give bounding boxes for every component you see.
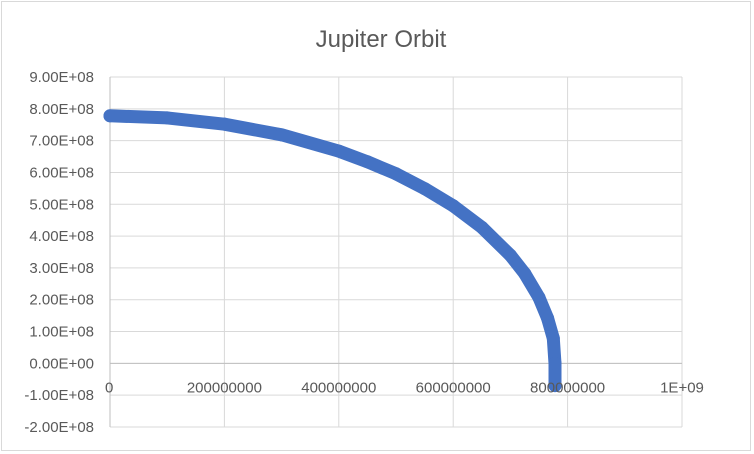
y-tick-label: 5.00E+08 [29,196,94,213]
orbit-point [503,248,517,262]
y-tick-label: 1.00E+08 [29,324,94,341]
y-tick-label: 4.00E+08 [29,228,94,245]
orbit-line [103,109,562,393]
x-tick-label: 600000000 [416,379,491,396]
y-tick-label: 0.00E+00 [29,355,94,372]
orbit-point [518,267,532,281]
orbit-point [389,167,403,181]
y-tick-label: 3.00E+08 [29,260,94,277]
orbit-point [532,291,546,305]
orbit-point [546,331,560,345]
orbit-point [103,109,117,123]
y-tick-label: 8.00E+08 [29,101,94,118]
x-tick-labels: 0 200000000 400000000 600000000 800000000 1E+… [105,379,704,396]
orbit-point [541,311,555,325]
x-tick-label: 800000000 [530,379,605,396]
orbit-point [418,182,432,196]
y-tick-labels: 9.00E+08 8.00E+08 7.00E+08 6.00E+08 5.00E+08… [24,69,94,436]
x-tick-label: 200000000 [187,379,262,396]
orbit-point [475,220,489,234]
y-tick-label: 7.00E+08 [29,133,94,150]
y-tick-label: 2.00E+08 [29,292,94,309]
orbit-point [446,199,460,213]
orbit-point [275,128,289,142]
orbit-point [160,111,174,125]
y-tick-label: 6.00E+08 [29,164,94,181]
x-tick-label: 400000000 [301,379,376,396]
orbit-point [548,356,562,370]
y-tick-label: -1.00E+08 [24,387,94,404]
orbit-point [332,144,346,158]
y-tick-label: 9.00E+08 [29,69,94,86]
orbit-point [548,379,562,393]
gridlines [109,76,683,428]
orbit-series [103,109,562,393]
chart-title: Jupiter Orbit [316,26,447,53]
x-tick-label: 1E+09 [660,379,704,396]
axes [109,77,682,427]
y-tick-label: -2.00E+08 [24,419,94,436]
orbit-point [217,117,231,131]
x-tick-label: 0 [105,379,113,396]
orbit-point [360,155,374,169]
